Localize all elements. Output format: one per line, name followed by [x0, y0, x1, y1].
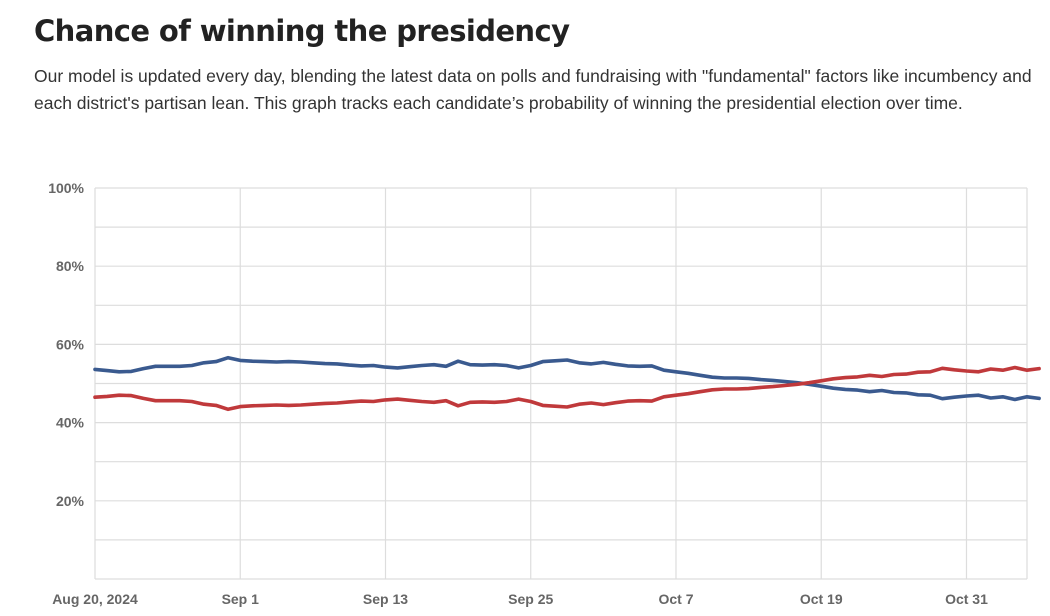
x-tick-label: Sep 25 — [508, 591, 553, 607]
series-lines — [93, 355, 1041, 412]
series-line-blue — [93, 355, 1041, 402]
x-tick-label: Aug 20, 2024 — [52, 591, 138, 607]
y-tick-label: 60% — [56, 336, 85, 352]
x-tick-label: Sep 13 — [363, 591, 408, 607]
page-title: Chance of winning the presidency — [34, 14, 570, 48]
y-tick-label: 40% — [56, 415, 85, 431]
gridlines-vertical — [94, 188, 1028, 579]
y-tick-label: 80% — [56, 258, 85, 274]
x-tick-label: Oct 19 — [800, 591, 843, 607]
y-tick-label: 100% — [48, 180, 84, 196]
y-axis: 100% 80% 60% 40% 20% — [48, 180, 84, 509]
x-tick-label: Oct 7 — [658, 591, 693, 607]
x-axis: Aug 20, 2024 Sep 1 Sep 13 Sep 25 Oct 7 Oct 19… — [52, 591, 988, 607]
series-line-red — [93, 365, 1041, 412]
x-tick-label: Sep 1 — [222, 591, 260, 607]
chart-description: Our model is updated every day, blending… — [34, 66, 1032, 113]
x-tick-label: Oct 31 — [945, 591, 988, 607]
y-tick-label: 20% — [56, 493, 85, 509]
gridlines-horizontal — [95, 187, 1027, 580]
